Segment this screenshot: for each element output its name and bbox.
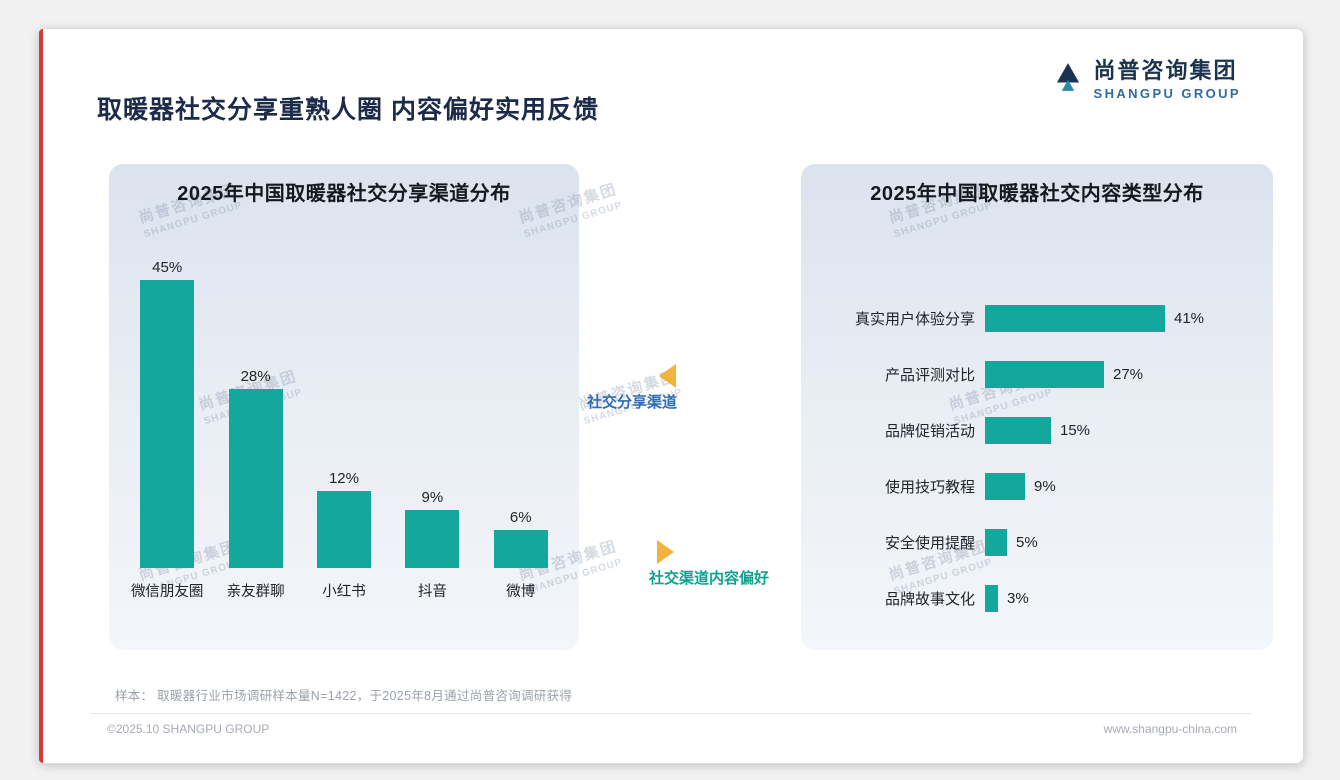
sample-note: 样本： 取暖器行业市场调研样本量N=1422，于2025年8月通过尚普咨询调研获… <box>115 689 573 703</box>
bar-group: 9% 抖音 <box>388 230 476 600</box>
vertical-bar-chart: 45% 微信朋友圈 28% 亲友群聊 12% 小红书 9% 抖音 6% 微博 <box>123 230 565 600</box>
chart-title-right: 2025年中国取暖器社交内容类型分布 <box>870 183 1204 205</box>
footer-website[interactable]: www.shangpu-china.com <box>1103 722 1237 736</box>
bar <box>985 528 1007 556</box>
arrow-right-icon <box>657 540 674 564</box>
bar-group: 28% 亲友群聊 <box>212 230 300 600</box>
company-logo: 尚普咨询集团 SHANGPU GROUP <box>1051 53 1242 101</box>
annotation-content-preference: 社交渠道内容偏好 <box>649 540 769 588</box>
bar-row: 安全使用提醒 5% <box>823 514 1263 570</box>
bar <box>985 360 1104 388</box>
annotation-share-channel: 社交分享渠道 <box>587 364 677 412</box>
bar-category-label: 小红书 <box>322 584 366 600</box>
horizontal-bar-chart: 真实用户体验分享 41% 产品评测对比 27% 品牌促销活动 15% 使用技巧教程 9% 安全使… <box>823 290 1263 626</box>
bar-category-label: 产品评测对比 <box>884 366 975 384</box>
logo-text: 尚普咨询集团 SHANGPU GROUP <box>1094 53 1242 101</box>
annotation-label-bottom: 社交渠道内容偏好 <box>649 570 770 587</box>
bar-group: 45% 微信朋友圈 <box>123 230 211 600</box>
page-title: 取暖器社交分享重熟人圈 内容偏好实用反馈 <box>97 95 599 124</box>
bar-category-label: 安全使用提醒 <box>884 534 975 552</box>
bar-group: 6% 微博 <box>477 230 565 600</box>
footer: ©2025.10 SHANGPU GROUP www.shangpu-china… <box>107 722 1237 736</box>
bar-category-label: 品牌促销活动 <box>884 422 975 440</box>
bar <box>405 510 460 568</box>
bar-category-label: 微信朋友圈 <box>130 584 204 600</box>
bar-value-label: 3% <box>1007 589 1029 607</box>
footer-divider <box>91 713 1251 714</box>
bar-value-label: 27% <box>1113 365 1144 383</box>
bar <box>316 491 371 568</box>
accent-stripe <box>39 29 43 763</box>
bar-category-label: 抖音 <box>417 584 447 600</box>
middle-annotations: 社交分享渠道 社交渠道内容偏好 <box>579 164 801 650</box>
annotation-label-top: 社交分享渠道 <box>587 394 678 411</box>
chart-panel-content-types: 2025年中国取暖器社交内容类型分布 真实用户体验分享 41% 产品评测对比 27% 品… <box>801 164 1273 650</box>
bar <box>985 304 1165 332</box>
bar-category-label: 微博 <box>506 584 536 600</box>
bar-row: 真实用户体验分享 41% <box>823 290 1263 346</box>
bar <box>985 584 998 612</box>
logo-icon <box>1056 63 1079 91</box>
bar-value-label: 9% <box>421 489 444 506</box>
bar-value-label: 45% <box>152 259 183 276</box>
bar-value-label: 5% <box>1016 533 1038 551</box>
bar-category-label: 品牌故事文化 <box>884 590 975 608</box>
bar-value-label: 9% <box>1034 477 1056 495</box>
bar-value-label: 41% <box>1174 309 1205 327</box>
chart-panel-share-channels: 2025年中国取暖器社交分享渠道分布 45% 微信朋友圈 28% 亲友群聊 12% 小红书… <box>109 164 579 650</box>
bar-category-label: 使用技巧教程 <box>884 478 975 496</box>
slide: 取暖器社交分享重熟人圈 内容偏好实用反馈 尚普咨询集团 SHANGPU GROU… <box>38 28 1304 764</box>
arrow-left-icon <box>659 364 676 388</box>
bar <box>493 530 548 568</box>
footer-copyright: ©2025.10 SHANGPU GROUP <box>107 722 270 736</box>
bar-group: 12% 小红书 <box>300 230 388 600</box>
bar <box>140 280 195 568</box>
bar-value-label: 12% <box>328 470 359 487</box>
logo-name-en: SHANGPU GROUP <box>1093 86 1241 101</box>
chart-title-left: 2025年中国取暖器社交分享渠道分布 <box>177 183 511 205</box>
bar-row: 品牌促销活动 15% <box>823 402 1263 458</box>
bar-value-label: 28% <box>240 368 271 385</box>
bar-value-label: 15% <box>1060 421 1091 439</box>
bar <box>228 389 283 568</box>
bar-row: 产品评测对比 27% <box>823 346 1263 402</box>
bar <box>985 472 1025 500</box>
bar-row: 使用技巧教程 9% <box>823 458 1263 514</box>
bar <box>985 416 1051 444</box>
bar-category-label: 真实用户体验分享 <box>854 310 975 328</box>
bar-row: 品牌故事文化 3% <box>823 570 1263 626</box>
logo-name-cn: 尚普咨询集团 <box>1093 58 1238 83</box>
bar-category-label: 亲友群聊 <box>226 584 285 600</box>
bar-value-label: 6% <box>509 509 532 526</box>
